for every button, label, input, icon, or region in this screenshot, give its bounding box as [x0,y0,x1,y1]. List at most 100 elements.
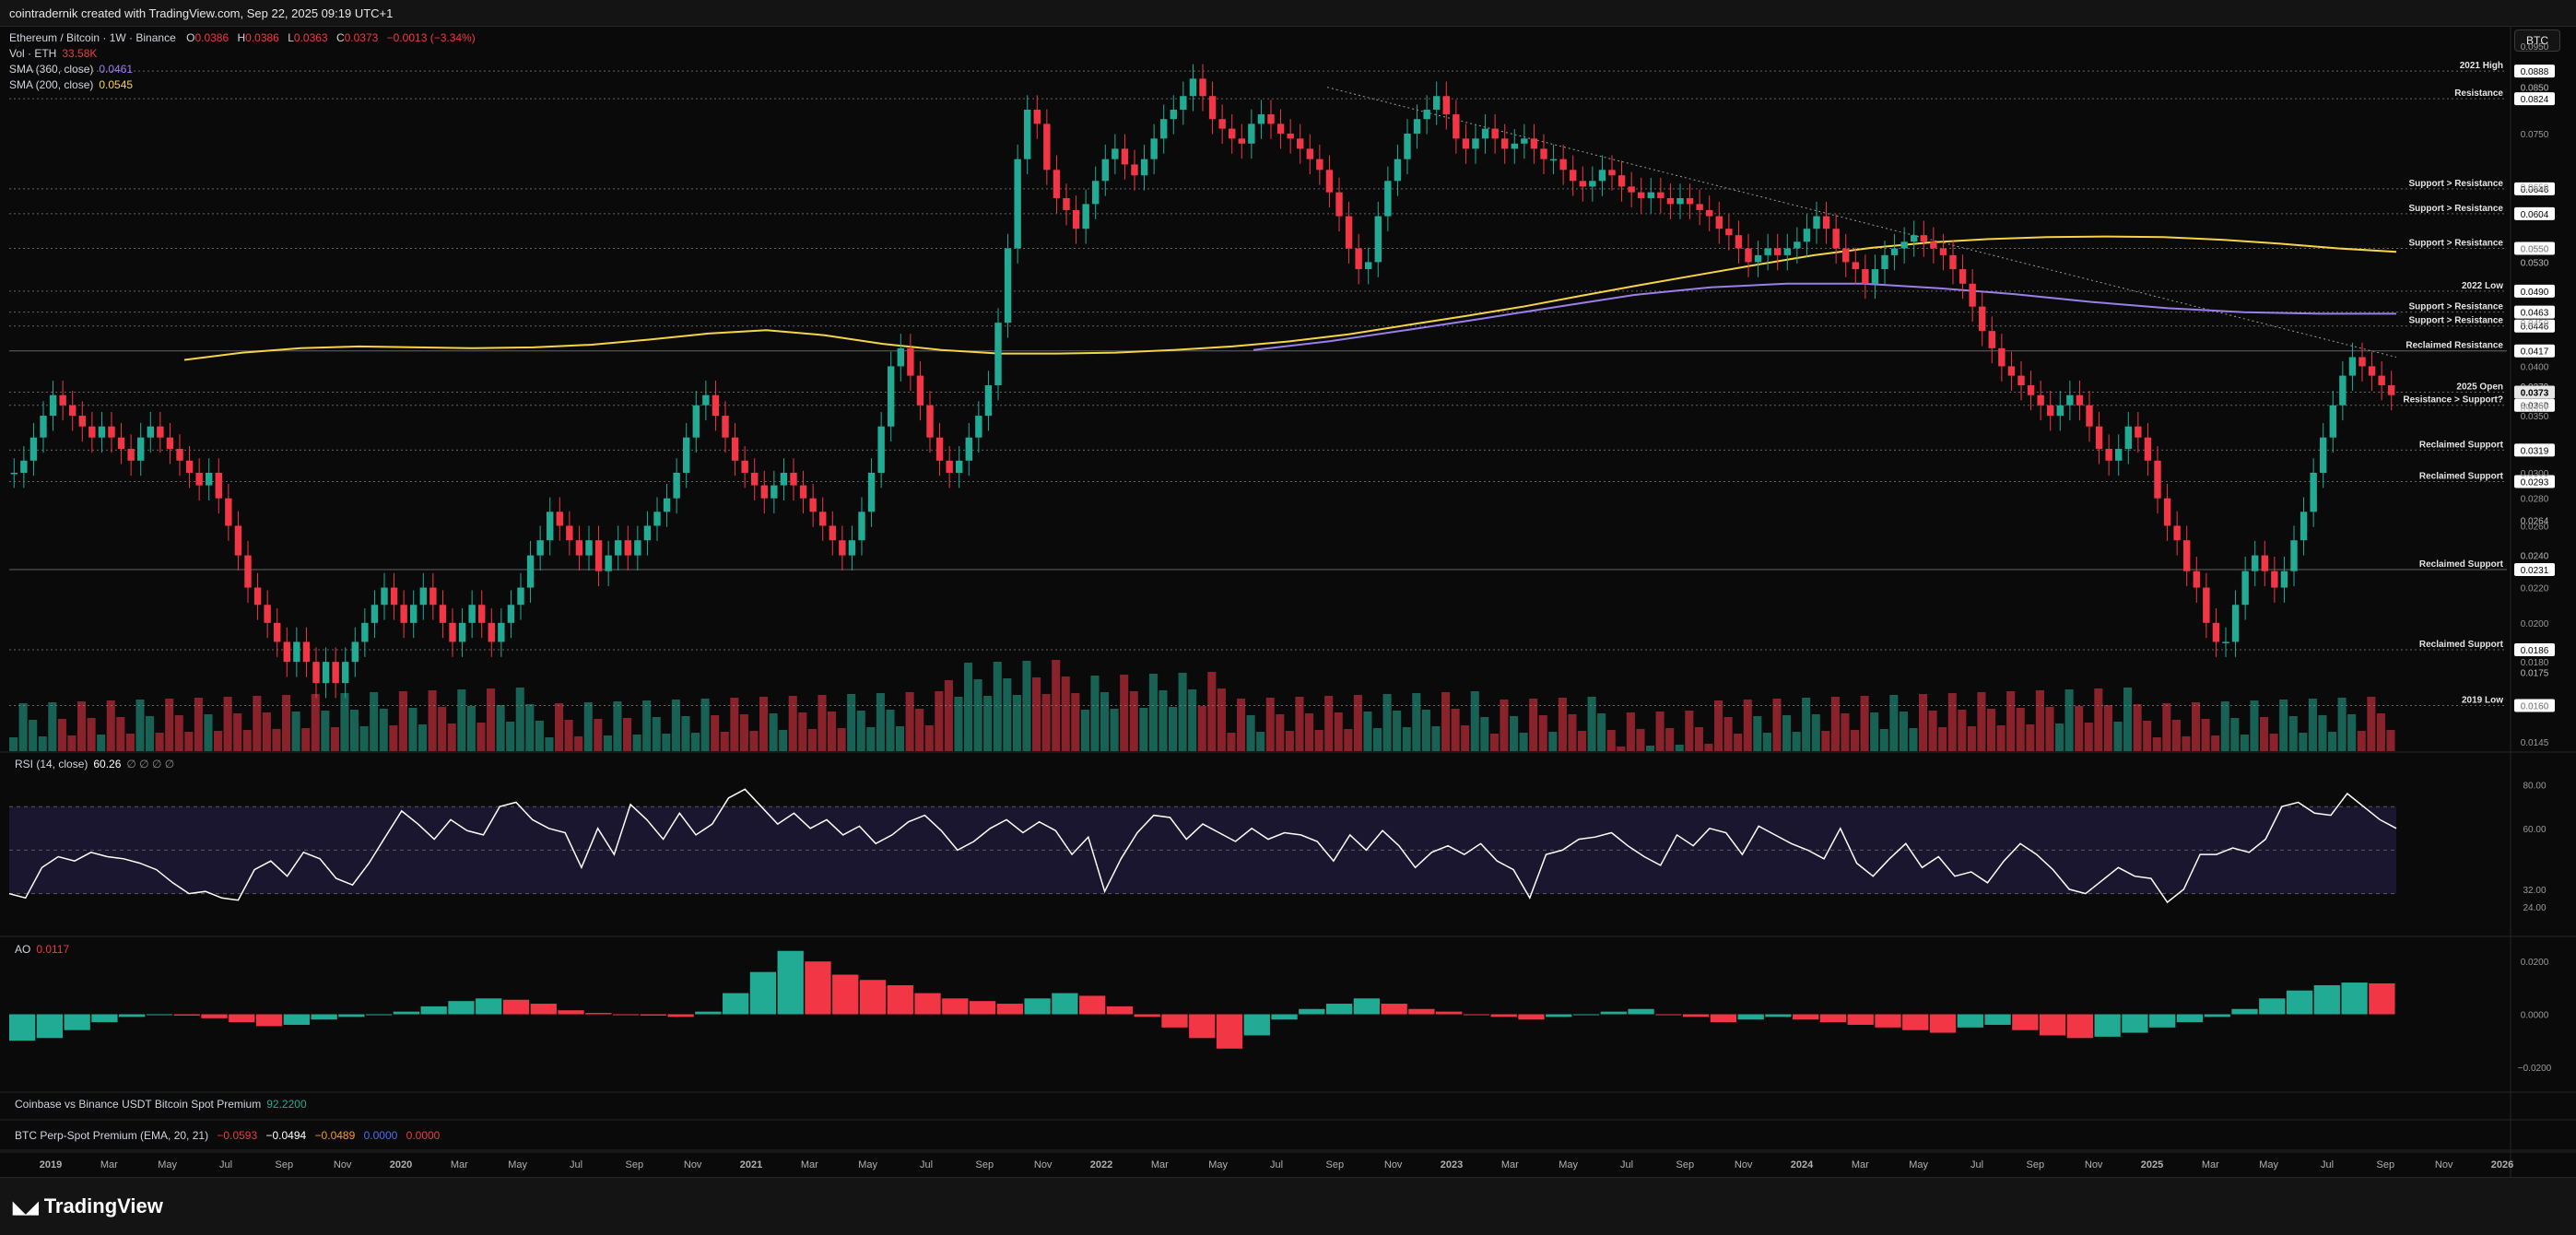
volume-bar [1899,712,1908,751]
price-scale-label: 0.0850 [2521,84,2549,94]
premium-label[interactable]: Coinbase vs Binance USDT Bitcoin Spot Pr… [15,1098,262,1111]
time-axis-label: 2023 [1441,1159,1463,1170]
candle-body [2329,405,2336,438]
rsi-axis-tick: 24.00 [2523,903,2546,913]
volume-bar [1519,733,1528,751]
volume-bar [2103,705,2112,751]
candle-body [692,405,700,438]
volume-bar [535,721,544,751]
rsi-axis-tick: 32.00 [2523,886,2546,896]
chart-canvas[interactable]: 2021 High Resistance Support > Resistance S… [0,0,2576,1177]
volume-bar [1032,677,1041,751]
ao-bar [9,1014,36,1041]
candle-body [40,416,47,438]
candle-body [342,662,349,684]
time-axis-label: Nov [684,1159,702,1170]
volume-bar [623,718,632,751]
volume-bar [671,700,680,751]
volume-bar [1685,711,1694,751]
candle-body [858,512,865,541]
candle-body [1686,197,1694,205]
volume-bar [1363,712,1372,751]
volume-bar [359,726,369,751]
volume-bar [2279,700,2288,751]
volume-bar [847,694,856,751]
ao-bar [366,1014,393,1016]
ao-bar [2039,1014,2066,1036]
volume-bar [291,712,300,751]
sma200-label[interactable]: SMA (200, close) [9,78,94,91]
level-label: Support > Resistance [2408,316,2503,326]
volume-bar [574,736,583,751]
volume-bar [194,698,203,751]
volume-bar [1324,696,1334,751]
ao-bar [338,1014,365,1017]
ao-bar [558,1010,584,1015]
candle-body [1549,159,1558,161]
candle-body [1072,209,1080,229]
volume-bar [1753,716,1762,751]
candle-body [829,525,836,541]
volume-bar [1334,712,1343,751]
volume-bar [487,688,496,751]
perp-label[interactable]: BTC Perp-Spot Premium (EMA, 20, 21) [15,1129,209,1142]
volume-bar [2220,701,2229,751]
candle-body [1160,119,1168,139]
candle-body [1579,181,1586,187]
volume-bar [2201,719,2210,751]
ao-bar [2313,984,2340,1015]
candle-body [1208,96,1217,120]
candle-body [1053,170,1061,198]
candle-body [1559,159,1567,171]
volume-bar [2152,737,2161,751]
volume-bar [1617,747,1626,751]
candle-body [1501,138,1509,149]
currency-button[interactable]: BTC [2514,29,2560,52]
volume-legend: Vol · ETH 33.58K [9,47,97,60]
price-pane: 2021 High Resistance Support > Resistance S… [0,26,2576,1177]
volume-bar [1022,661,1031,751]
price-axis-tick: 0.0550 [2521,245,2549,255]
volume-bar [1704,744,1713,751]
candle-body [1131,164,1138,176]
volume-bar [311,694,320,751]
volume-bar [2064,689,2074,751]
ao-bar [1737,1014,1764,1020]
symbol-title[interactable]: Ethereum / Bitcoin · 1W · Binance [9,31,176,44]
low-value: 0.0363 [293,31,328,44]
candle-body [2163,498,2171,526]
volume-bar [2269,734,2278,751]
candle-body [449,622,456,642]
ao-bar [2369,982,2395,1015]
volume-bar [233,713,242,751]
volume-bar [57,719,66,751]
volume-bar [48,702,57,751]
sma360-label[interactable]: SMA (360, close) [9,63,94,76]
candle-body [702,394,710,406]
candle-body [157,426,164,438]
level-label: 2021 High [2460,61,2503,71]
volume-bar [1451,709,1460,751]
candle-body [2017,375,2025,386]
volume-bar [1909,728,1918,751]
candle-body [2037,394,2044,406]
volume-label[interactable]: Vol · ETH [9,47,57,60]
candle-body [1540,148,1547,159]
candle-body [946,460,953,473]
rsi-label[interactable]: RSI (14, close) [15,758,88,770]
ao-label[interactable]: AO [15,943,31,956]
volume-bar [272,729,281,751]
rsi-band [9,806,2396,894]
level-price-tag-bg [2514,475,2555,488]
candle-body [2183,540,2191,571]
candle-body [1121,148,1129,165]
volume-bar [1159,690,1168,751]
volume-bar [915,709,924,751]
perp-value-4: 0.0000 [363,1129,398,1142]
ao-bar [173,1014,200,1016]
candle-body [994,323,1002,386]
volume-bar [1421,710,1430,751]
candle-body [935,437,944,461]
rsi-pane [8,788,2397,904]
tradingview-logo[interactable]: ◣◢ TradingView [13,1194,163,1218]
